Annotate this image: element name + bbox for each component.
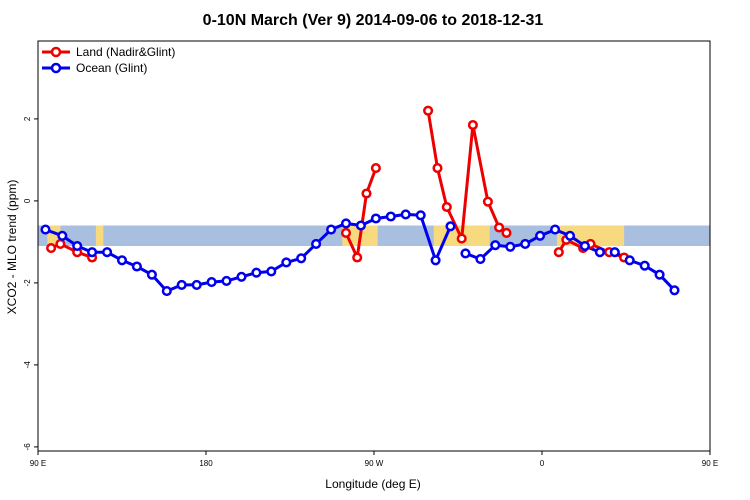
series-ocean-point <box>146 269 157 280</box>
series-ocean-point <box>520 238 531 249</box>
series-ocean-point <box>236 271 247 282</box>
series-ocean-point <box>460 248 471 259</box>
x-axis-label: Longitude (deg E) <box>325 477 420 491</box>
series-ocean-point <box>102 247 113 258</box>
series-land-point <box>340 227 352 238</box>
series-land-line <box>50 242 93 259</box>
series-ocean-point <box>161 286 172 297</box>
series-land-point <box>55 238 66 249</box>
series-ocean-point <box>72 240 83 252</box>
series-ocean-point <box>669 285 680 296</box>
axes: -6 -4 -2 0 2 90 E 180 90 W 0 90 E <box>23 40 718 468</box>
y-tick-label: -4 <box>23 361 32 369</box>
series-land-point <box>352 252 363 263</box>
series-ocean-point <box>624 255 635 266</box>
x-tick-label: 0 <box>540 459 545 468</box>
legend-ocean-marker <box>50 62 62 74</box>
legend-land-marker <box>50 46 62 58</box>
series-ocean-point <box>281 257 292 268</box>
y-tick-label: 0 <box>23 198 32 203</box>
series-ocean-point <box>445 221 456 232</box>
y-axis-label: XCO2 - MLO trend (ppm) <box>5 180 19 315</box>
series-ocean-point <box>654 269 665 280</box>
x-tick-label: 90 E <box>30 459 46 468</box>
series-ocean-point <box>296 253 307 264</box>
series-ocean-point <box>131 261 142 272</box>
series-ocean-point <box>400 209 411 220</box>
series-ocean-point <box>639 260 650 271</box>
series-layer <box>40 105 680 297</box>
legend-land-label: Land (Nadir&Glint) <box>76 45 175 59</box>
y-tick-label: -6 <box>23 443 32 451</box>
series-land-line <box>426 110 508 241</box>
series-land-point <box>361 188 372 199</box>
series-ocean-point <box>385 211 396 222</box>
band-land-5 <box>609 225 625 246</box>
legend-ocean-label: Ocean (Glint) <box>76 61 147 75</box>
series-land-point <box>423 105 434 116</box>
series-ocean-point <box>564 230 576 241</box>
band-land-1 <box>95 225 104 246</box>
series-ocean-point <box>370 213 381 224</box>
series-ocean-point <box>191 279 202 290</box>
data-band <box>38 225 710 246</box>
x-tick-label: 180 <box>199 459 213 468</box>
chart-title: 0-10N March (Ver 9) 2014-09-06 to 2018-1… <box>203 12 544 29</box>
series-ocean-point <box>535 230 546 241</box>
series-land-point <box>456 233 467 244</box>
series-ocean-point <box>415 210 426 221</box>
legend: Land (Nadir&Glint) Ocean (Glint) <box>42 45 175 75</box>
series-ocean-line <box>44 212 452 293</box>
x-tick-label: 90 W <box>365 459 384 468</box>
series-ocean-point <box>340 218 352 229</box>
series-land-point <box>553 247 564 258</box>
series-ocean-point <box>266 266 277 277</box>
series-ocean-point <box>206 277 217 288</box>
series-ocean-point <box>609 247 620 258</box>
series-ocean-point <box>475 254 486 265</box>
y-tick-label: -2 <box>23 279 32 287</box>
series-ocean-point <box>355 220 366 231</box>
series-land-point <box>467 119 478 131</box>
series-ocean-point <box>594 247 605 258</box>
series-land-point <box>441 201 452 213</box>
series-ocean-point <box>579 240 590 252</box>
y-tick-label: 2 <box>23 116 32 121</box>
series-ocean-point <box>176 279 187 290</box>
series-ocean-point <box>221 275 232 286</box>
series-ocean-point <box>57 230 68 241</box>
series-land-point <box>370 163 381 174</box>
series-ocean-point <box>311 238 322 249</box>
series-land-point <box>494 222 505 233</box>
series-land-point <box>501 227 512 238</box>
series-ocean-point <box>550 224 561 235</box>
series-land-point <box>482 196 493 207</box>
series-ocean-point <box>326 224 337 235</box>
series-ocean-point <box>430 255 441 266</box>
x-tick-label: 90 E <box>702 459 718 468</box>
series-ocean-point <box>251 267 262 278</box>
series-land-point <box>46 243 57 254</box>
series-land-point <box>432 163 443 174</box>
series-ocean-point <box>490 240 501 251</box>
series-ocean-point <box>40 224 51 235</box>
series-ocean-point <box>505 241 516 252</box>
series-ocean-point <box>87 247 98 258</box>
series-ocean-point <box>116 255 128 266</box>
